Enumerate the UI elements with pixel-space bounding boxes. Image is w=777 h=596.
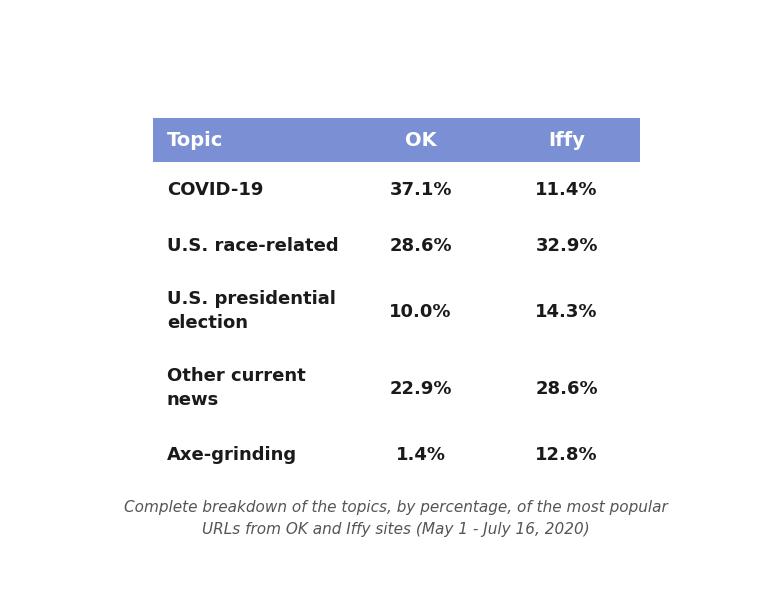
Text: Iffy: Iffy [549,131,585,150]
Text: U.S. race-related: U.S. race-related [167,237,339,254]
FancyBboxPatch shape [153,218,639,273]
Text: 14.3%: 14.3% [535,303,598,321]
Text: 22.9%: 22.9% [389,380,452,398]
Text: 28.6%: 28.6% [389,237,452,254]
Text: 10.0%: 10.0% [389,303,452,321]
Text: 37.1%: 37.1% [389,181,452,199]
Text: Axe-grinding: Axe-grinding [167,446,297,464]
FancyBboxPatch shape [153,273,639,350]
Text: OK: OK [405,131,437,150]
Text: Topic: Topic [167,131,223,150]
Text: Other current
news: Other current news [167,367,305,409]
Text: 32.9%: 32.9% [535,237,598,254]
Text: 11.4%: 11.4% [535,181,598,199]
FancyBboxPatch shape [153,162,639,218]
Text: COVID-19: COVID-19 [167,181,263,199]
Text: 28.6%: 28.6% [535,380,598,398]
FancyBboxPatch shape [153,118,639,162]
Text: Complete breakdown of the topics, by percentage, of the most popular
URLs from O: Complete breakdown of the topics, by per… [124,499,668,537]
Text: U.S. presidential
election: U.S. presidential election [167,290,336,332]
FancyBboxPatch shape [153,427,639,483]
Text: 12.8%: 12.8% [535,446,598,464]
FancyBboxPatch shape [153,350,639,427]
Text: 1.4%: 1.4% [395,446,446,464]
